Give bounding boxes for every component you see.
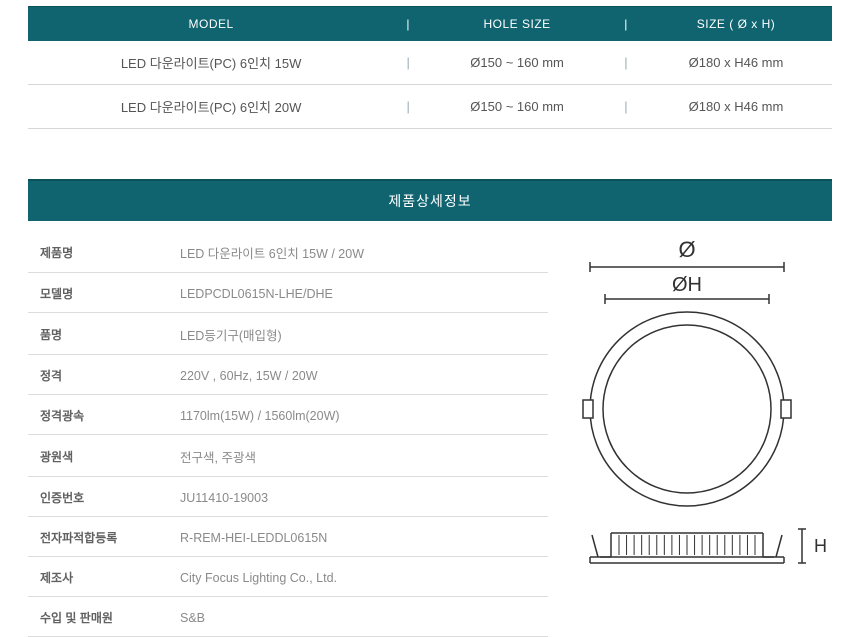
detail-label: 모델명 [28, 273, 168, 313]
product-diagram: Ø ØH H [548, 221, 832, 637]
cell-hole: Ø150 ~ 160 mm [422, 85, 612, 129]
cell-sep: | [394, 85, 422, 129]
diagram-svg: Ø ØH H [562, 239, 832, 579]
detail-label: 인증번호 [28, 477, 168, 517]
detail-value: LED등기구(매입형) [168, 313, 548, 355]
detail-value: LED 다운라이트 6인치 15W / 20W [168, 231, 548, 273]
detail-table: 제품명 LED 다운라이트 6인치 15W / 20W 모델명 LEDPCDL0… [28, 231, 548, 637]
detail-label: 전자파적합등록 [28, 517, 168, 557]
table-row: 전자파적합등록 R-REM-HEI-LEDDL0615N [28, 517, 548, 557]
cell-model: LED 다운라이트(PC) 6인치 20W [28, 85, 394, 129]
cell-size: Ø180 x H46 mm [640, 41, 832, 85]
table-row: 인증번호 JU11410-19003 [28, 477, 548, 517]
table-row: 광원색 전구색, 주광색 [28, 435, 548, 477]
cell-sep: | [394, 41, 422, 85]
cell-size: Ø180 x H46 mm [640, 85, 832, 129]
col-model: MODEL [28, 7, 394, 42]
col-hole: HOLE SIZE [422, 7, 612, 42]
detail-label: 품명 [28, 313, 168, 355]
svg-text:ØH: ØH [672, 274, 702, 296]
table-row: LED 다운라이트(PC) 6인치 15W | Ø150 ~ 160 mm | … [28, 41, 832, 85]
cell-model: LED 다운라이트(PC) 6인치 15W [28, 41, 394, 85]
col-sep: | [612, 7, 640, 42]
table-row: 정격광속 1170lm(15W) / 1560lm(20W) [28, 395, 548, 435]
detail-label: 광원색 [28, 435, 168, 477]
detail-label: 정격광속 [28, 395, 168, 435]
table-row: 수입 및 판매원 S&B [28, 597, 548, 637]
table-row: 제품명 LED 다운라이트 6인치 15W / 20W [28, 231, 548, 273]
detail-value: 220V , 60Hz, 15W / 20W [168, 355, 548, 395]
detail-value: City Focus Lighting Co., Ltd. [168, 557, 548, 597]
col-sep: | [394, 7, 422, 42]
detail-value: JU11410-19003 [168, 477, 548, 517]
cell-hole: Ø150 ~ 160 mm [422, 41, 612, 85]
detail-value: 1170lm(15W) / 1560lm(20W) [168, 395, 548, 435]
detail-value: R-REM-HEI-LEDDL0615N [168, 517, 548, 557]
table-row: 제조사 City Focus Lighting Co., Ltd. [28, 557, 548, 597]
detail-header: 제품상세정보 [28, 179, 832, 221]
detail-value: S&B [168, 597, 548, 637]
table-row: 정격 220V , 60Hz, 15W / 20W [28, 355, 548, 395]
detail-label: 정격 [28, 355, 168, 395]
detail-label: 제품명 [28, 231, 168, 273]
cell-sep: | [612, 41, 640, 85]
svg-text:Ø: Ø [678, 239, 695, 262]
detail-value: 전구색, 주광색 [168, 435, 548, 477]
table-row: 품명 LED등기구(매입형) [28, 313, 548, 355]
table-row: LED 다운라이트(PC) 6인치 20W | Ø150 ~ 160 mm | … [28, 85, 832, 129]
cell-sep: | [612, 85, 640, 129]
spec-table-header-row: MODEL | HOLE SIZE | SIZE ( Ø x H) [28, 7, 832, 42]
spec-table: MODEL | HOLE SIZE | SIZE ( Ø x H) LED 다운… [28, 6, 832, 129]
detail-label: 수입 및 판매원 [28, 597, 168, 637]
svg-text:H: H [814, 536, 827, 556]
table-row: 모델명 LEDPCDL0615N-LHE/DHE [28, 273, 548, 313]
detail-label: 제조사 [28, 557, 168, 597]
col-size: SIZE ( Ø x H) [640, 7, 832, 42]
detail-value: LEDPCDL0615N-LHE/DHE [168, 273, 548, 313]
